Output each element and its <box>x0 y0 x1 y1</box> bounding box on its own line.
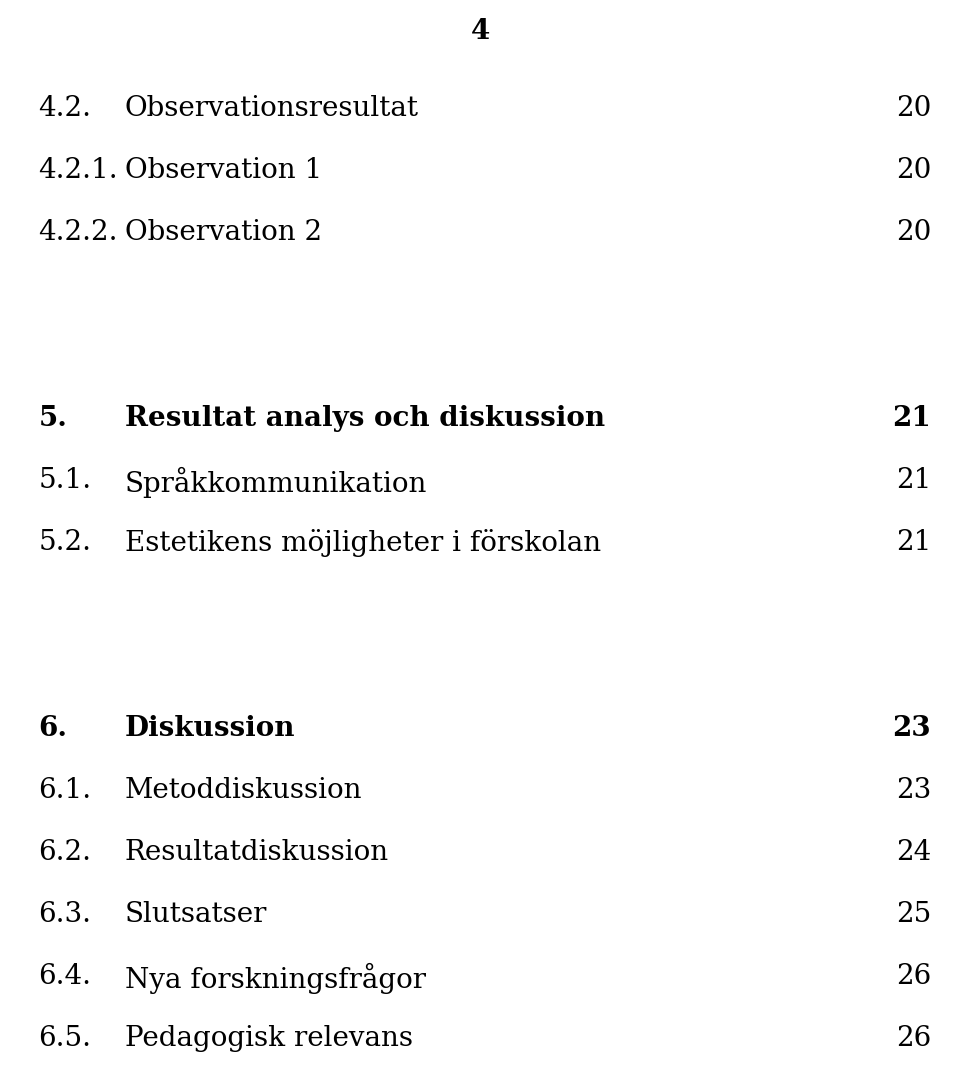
Text: Observationsresultat: Observationsresultat <box>125 95 419 122</box>
Text: 5.: 5. <box>38 405 67 432</box>
Text: Metoddiskussion: Metoddiskussion <box>125 777 362 804</box>
Text: Pedagogisk relevans: Pedagogisk relevans <box>125 1025 413 1052</box>
Text: 6.1.: 6.1. <box>38 777 91 804</box>
Text: 5.2.: 5.2. <box>38 529 91 556</box>
Text: Nya forskningsfrågor: Nya forskningsfrågor <box>125 962 426 994</box>
Text: Resultat analys och diskussion: Resultat analys och diskussion <box>125 405 605 432</box>
Text: 21: 21 <box>896 467 931 494</box>
Text: 26: 26 <box>896 1025 931 1052</box>
Text: 4.2.: 4.2. <box>38 95 91 122</box>
Text: 20: 20 <box>896 95 931 122</box>
Text: 4.2.1.: 4.2.1. <box>38 157 118 183</box>
Text: 20: 20 <box>896 219 931 246</box>
Text: 6.5.: 6.5. <box>38 1025 91 1052</box>
Text: Resultatdiskussion: Resultatdiskussion <box>125 839 389 866</box>
Text: 4: 4 <box>470 18 490 45</box>
Text: 20: 20 <box>896 157 931 183</box>
Text: 6.2.: 6.2. <box>38 839 91 866</box>
Text: Observation 1: Observation 1 <box>125 157 322 183</box>
Text: 21: 21 <box>893 405 931 432</box>
Text: 24: 24 <box>896 839 931 866</box>
Text: 25: 25 <box>896 901 931 928</box>
Text: Diskussion: Diskussion <box>125 715 296 743</box>
Text: 6.4.: 6.4. <box>38 962 91 990</box>
Text: Språkkommunikation: Språkkommunikation <box>125 467 427 498</box>
Text: Slutsatser: Slutsatser <box>125 901 267 928</box>
Text: 23: 23 <box>893 715 931 743</box>
Text: 26: 26 <box>896 962 931 990</box>
Text: 6.3.: 6.3. <box>38 901 91 928</box>
Text: Observation 2: Observation 2 <box>125 219 322 246</box>
Text: 5.1.: 5.1. <box>38 467 91 494</box>
Text: Estetikens möjligheter i förskolan: Estetikens möjligheter i förskolan <box>125 529 601 557</box>
Text: 6.: 6. <box>38 715 67 743</box>
Text: 21: 21 <box>896 529 931 556</box>
Text: 23: 23 <box>896 777 931 804</box>
Text: 4.2.2.: 4.2.2. <box>38 219 118 246</box>
